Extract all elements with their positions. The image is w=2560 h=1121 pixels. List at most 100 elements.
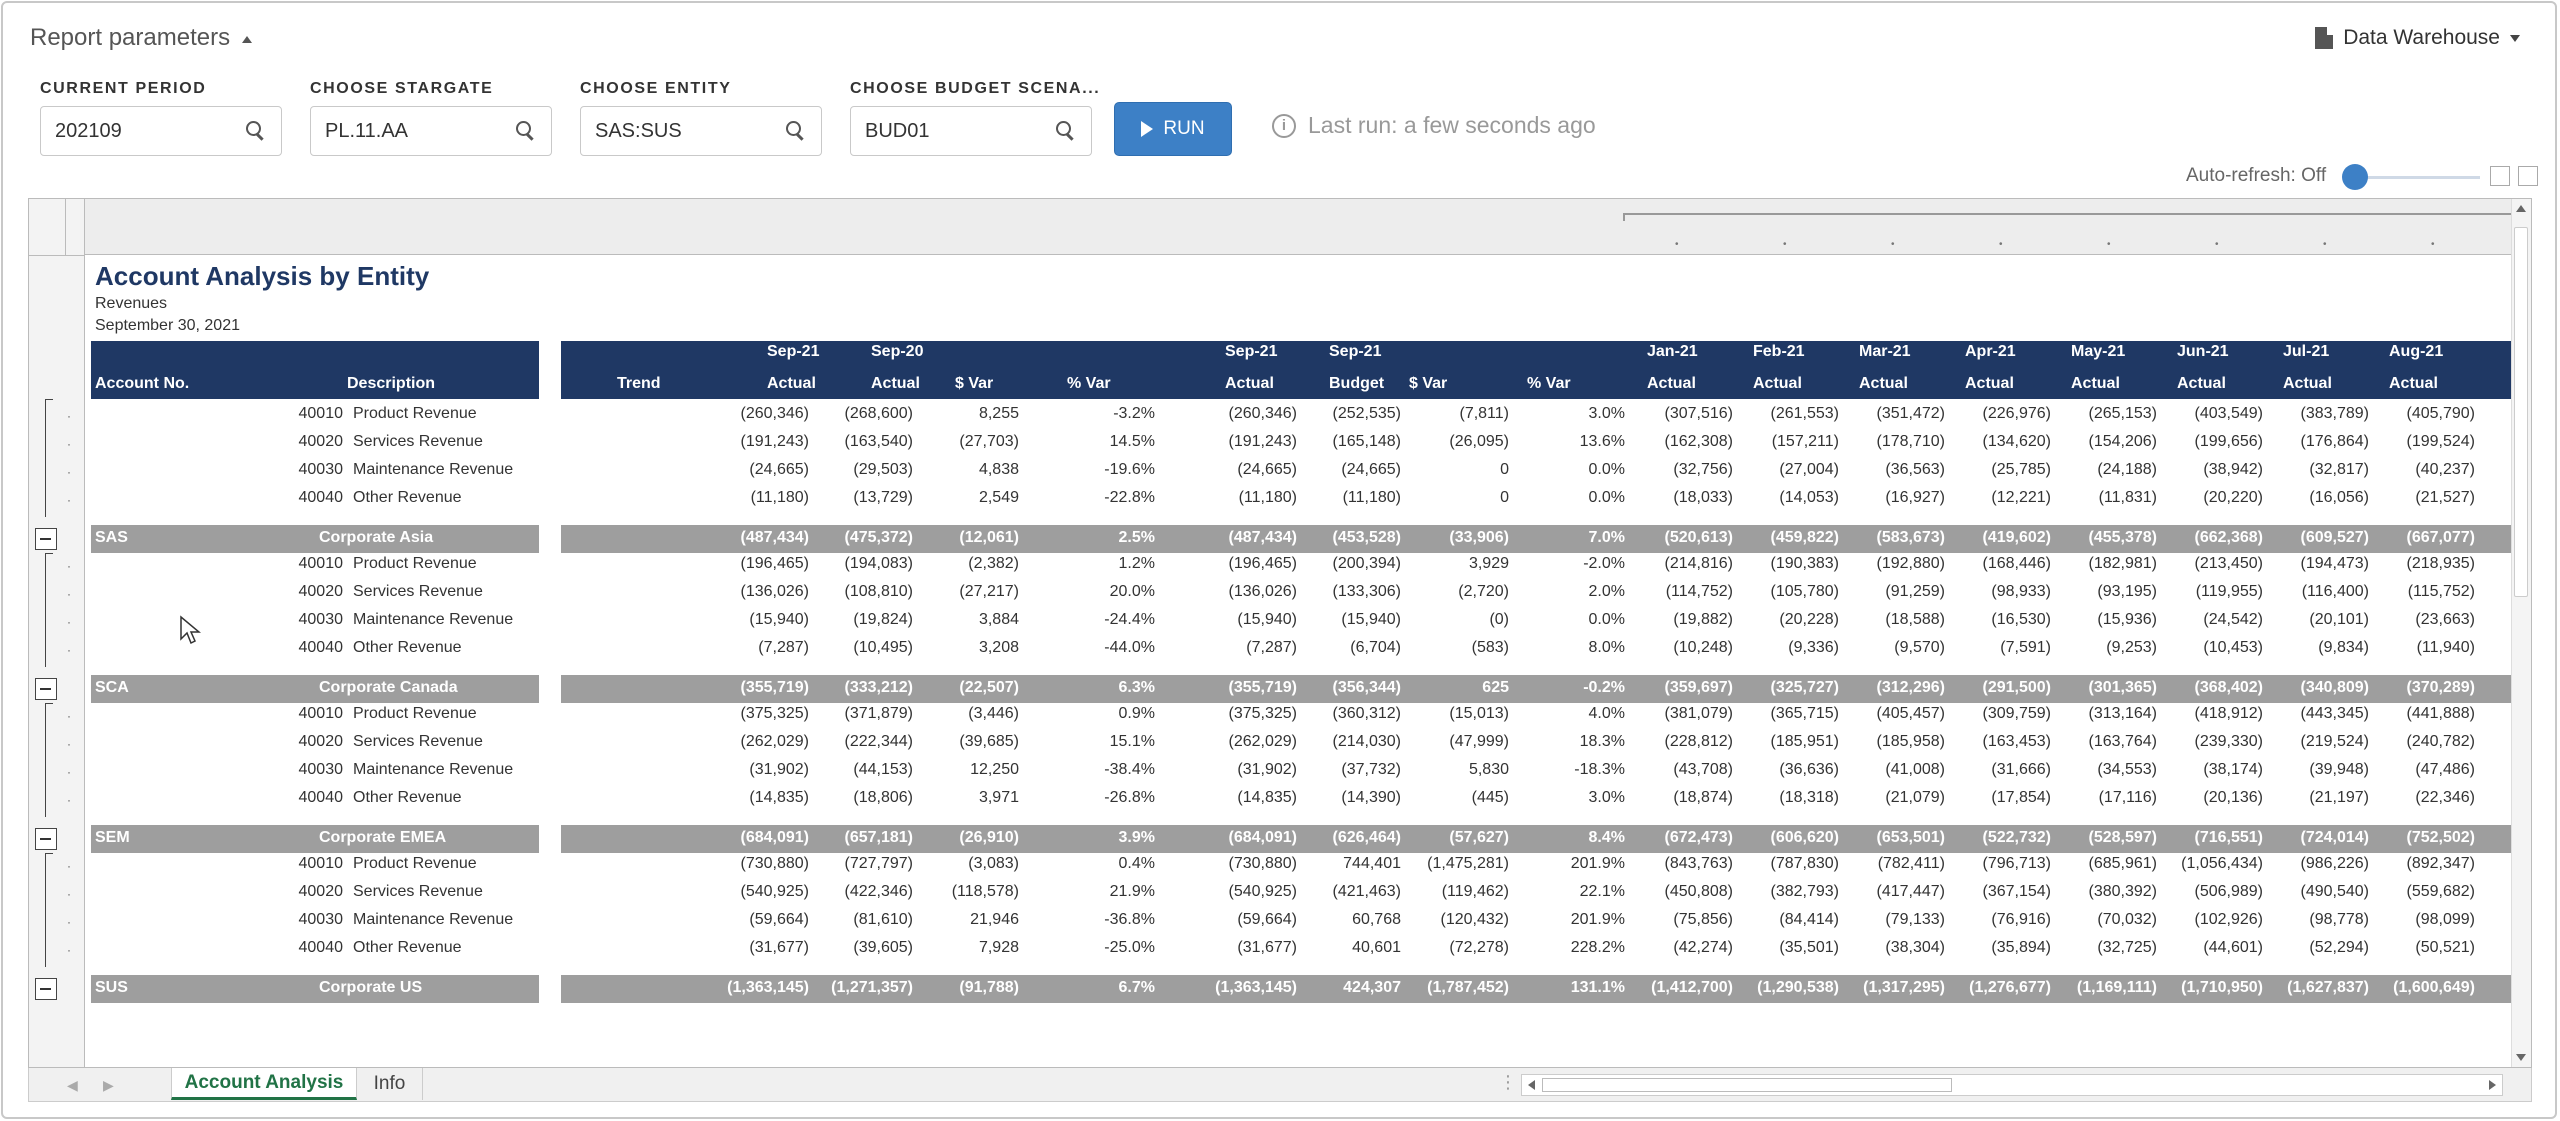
timeline-tick[interactable]: • [2431, 239, 2435, 250]
account-description: Other Revenue [353, 489, 462, 506]
vertical-scroll-thumb[interactable] [2514, 227, 2528, 597]
stargate-input[interactable]: PL.11.AA [310, 106, 552, 156]
tab-next-icon[interactable]: ▶ [103, 1077, 114, 1093]
cell-value: (39,605) [853, 939, 913, 956]
spreadsheet-area[interactable]: Account Analysis by Entity Revenues Sept… [28, 198, 2532, 1068]
cell-value: (23,663) [2415, 611, 2475, 628]
cell-value: (218,935) [2406, 555, 2476, 572]
cell-value: (194,083) [844, 555, 914, 572]
col-header-account: Account No. [95, 375, 190, 392]
cell-value: (17,854) [1991, 789, 2051, 806]
cell-value: 21.9% [1109, 883, 1155, 900]
timeline-tick[interactable]: • [2215, 239, 2219, 250]
cell-value: 7.0% [1588, 529, 1625, 546]
outline-dot: · [67, 737, 71, 751]
cell-value: (418,912) [2194, 705, 2264, 722]
account-description: Product Revenue [353, 705, 477, 722]
cell-value: (24,188) [2097, 461, 2157, 478]
table-row: 40020 Services Revenue (191,243) (163,540) (… [29, 429, 2531, 457]
account-number: 40010 [298, 405, 344, 422]
account-description: Services Revenue [353, 433, 483, 450]
cell-value: (657,181) [844, 829, 914, 846]
cell-value: (11,180) [1238, 489, 1297, 506]
grid-icon[interactable] [2518, 166, 2538, 186]
run-button[interactable]: RUN [1114, 102, 1232, 156]
cell-value: (782,411) [1877, 855, 1945, 872]
more-options-icon[interactable]: ⋮ [1499, 1072, 1517, 1092]
search-icon[interactable] [245, 120, 267, 142]
cell-value: (15,940) [1237, 611, 1297, 628]
cell-value: (72,278) [1449, 939, 1509, 956]
collapse-group-button[interactable] [35, 978, 57, 1000]
datasource-selector[interactable]: Data Warehouse [2315, 26, 2520, 50]
horizontal-scroll-thumb[interactable] [1542, 1078, 1952, 1092]
account-number: 40030 [298, 911, 344, 928]
cell-value: (15,936) [2097, 611, 2157, 628]
cell-value: (307,516) [1664, 405, 1734, 422]
scroll-up-icon[interactable] [2516, 205, 2526, 212]
cell-value: (730,880) [1228, 855, 1298, 872]
account-description: Corporate Asia [319, 529, 434, 546]
tab-account-analysis[interactable]: Account Analysis [171, 1068, 357, 1100]
tab-prev-icon[interactable]: ◀ [67, 1077, 78, 1093]
search-icon[interactable] [515, 120, 537, 142]
cell-value: (367,154) [1982, 883, 2052, 900]
timeline-tick[interactable]: • [1891, 239, 1895, 250]
budget-scenario-input[interactable]: BUD01 [850, 106, 1092, 156]
vertical-scrollbar[interactable] [2511, 199, 2531, 1067]
collapse-group-button[interactable] [35, 828, 57, 850]
timeline-tick[interactable]: • [2107, 239, 2111, 250]
total-band [561, 975, 721, 1003]
cell-value: (27,217) [959, 583, 1019, 600]
timeline-tick[interactable]: • [2323, 239, 2327, 250]
outline-dot: · [67, 643, 71, 657]
outline-dot: · [67, 887, 71, 901]
cell-value: 744,401 [1343, 855, 1401, 872]
cell-value: 8,255 [978, 405, 1019, 422]
timeline-tick[interactable]: • [1675, 239, 1679, 250]
collapse-group-button[interactable] [35, 528, 57, 550]
total-band [1621, 975, 2521, 1003]
param-label: CHOOSE ENTITY [580, 80, 732, 97]
expand-icon[interactable] [2490, 166, 2510, 186]
cell-value: (31,677) [749, 939, 809, 956]
cell-value: -26.8% [1104, 789, 1155, 806]
cell-value: (405,457) [1876, 705, 1946, 722]
col-header-period: Aug-21 [2389, 343, 2444, 360]
cell-value: 3,971 [978, 789, 1019, 806]
horizontal-scrollbar[interactable] [1521, 1074, 2503, 1096]
scroll-right-icon[interactable] [2489, 1080, 2496, 1090]
current-period-input[interactable]: 202109 [40, 106, 282, 156]
cell-value: (375,325) [1228, 705, 1298, 722]
cell-value: -25.0% [1104, 939, 1155, 956]
cell-value: (21,527) [2415, 489, 2475, 506]
cell-value: (76,916) [1991, 911, 2051, 928]
timeline-tick[interactable]: • [1999, 239, 2003, 250]
param-value: 202109 [55, 119, 122, 142]
cell-value: (199,524) [2406, 433, 2476, 450]
cell-value: 6.3% [1118, 679, 1155, 696]
collapse-group-button[interactable] [35, 678, 57, 700]
tab-info[interactable]: Info [357, 1068, 423, 1100]
cell-value: 0.0% [1588, 611, 1625, 628]
cell-value: (50,521) [2415, 939, 2475, 956]
cell-value: (422,346) [844, 883, 914, 900]
scroll-left-icon[interactable] [1528, 1080, 1535, 1090]
autorefresh-slider-knob[interactable] [2342, 164, 2368, 190]
col-header-period: Sep-21 [1329, 343, 1382, 360]
autorefresh-slider-track[interactable] [2344, 176, 2480, 179]
col-header-period: Sep-20 [871, 343, 924, 360]
entity-input[interactable]: SAS:SUS [580, 106, 822, 156]
timeline-tick[interactable]: • [1783, 239, 1787, 250]
search-icon[interactable] [1055, 120, 1077, 142]
report-parameters-toggle[interactable]: Report parameters [30, 24, 253, 52]
account-number: 40010 [298, 855, 344, 872]
param-value: PL.11.AA [325, 119, 409, 142]
cell-value: (365,715) [1770, 705, 1840, 722]
param-budget-scenario: CHOOSE BUDGET SCENA... BUD01 [850, 80, 1100, 156]
search-icon[interactable] [785, 120, 807, 142]
scroll-down-icon[interactable] [2516, 1054, 2526, 1061]
cell-value: (892,347) [2406, 855, 2476, 872]
cell-value: (1,271,357) [831, 979, 913, 996]
cell-value: (37,732) [1341, 761, 1401, 778]
